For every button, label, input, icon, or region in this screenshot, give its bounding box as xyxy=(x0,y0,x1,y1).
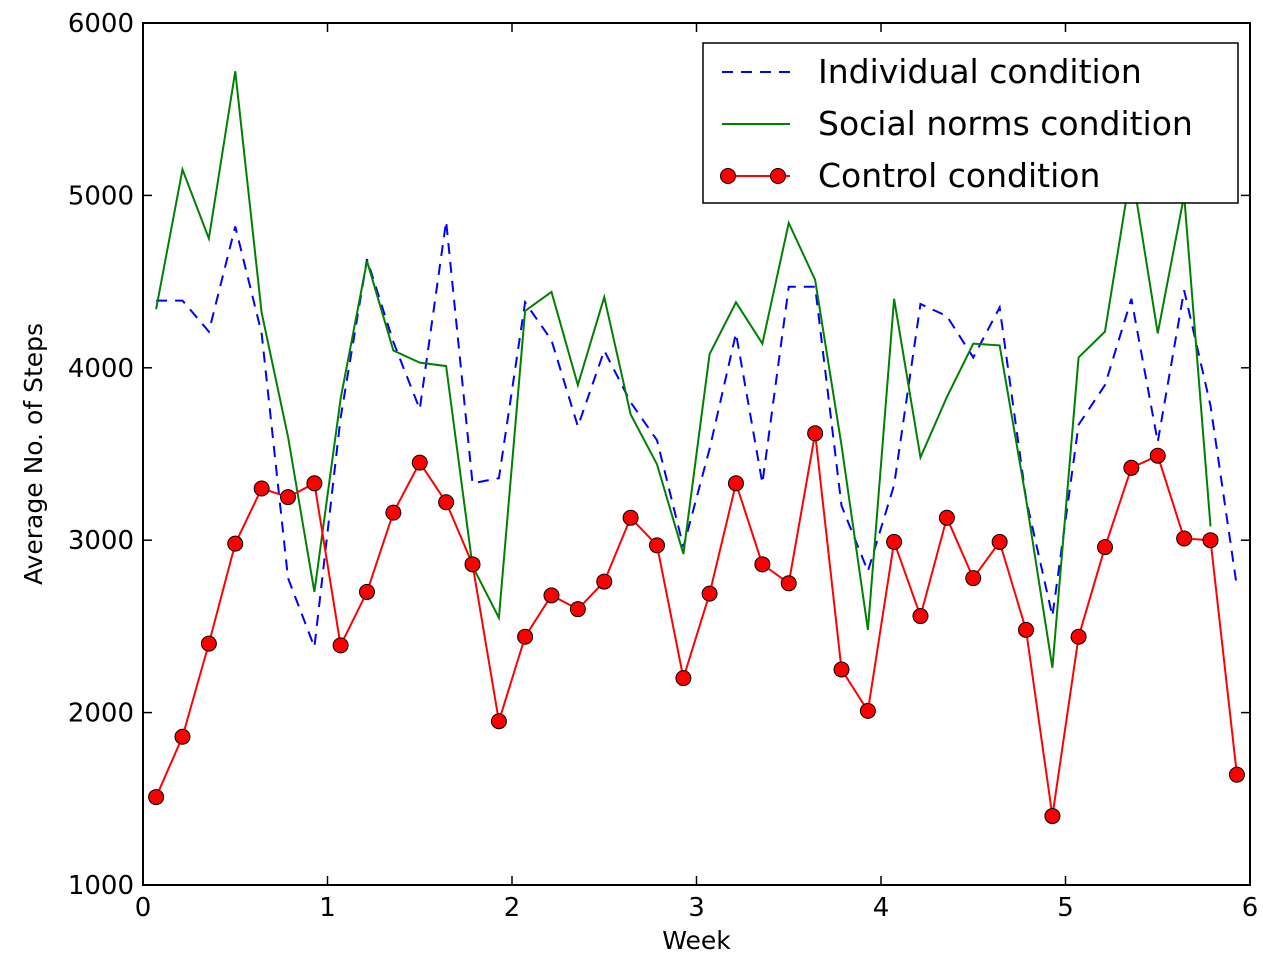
legend-label: Social norms condition xyxy=(818,104,1193,143)
data-point xyxy=(859,702,876,719)
legend-marker xyxy=(720,168,736,184)
data-point xyxy=(622,509,639,526)
legend-label: Control condition xyxy=(818,156,1100,195)
y-tick-label: 5000 xyxy=(68,181,134,211)
y-tick-label: 4000 xyxy=(68,354,134,384)
legend-box xyxy=(702,42,1239,204)
data-point xyxy=(385,504,402,521)
data-point xyxy=(411,454,428,471)
data-point xyxy=(464,556,481,573)
y-tick-label: 1000 xyxy=(68,871,134,901)
data-point xyxy=(1149,447,1166,464)
data-point xyxy=(1096,539,1113,556)
x-axis-label: Week xyxy=(662,926,731,955)
data-point xyxy=(543,587,560,604)
data-point xyxy=(991,533,1008,550)
data-point xyxy=(833,661,850,678)
data-point xyxy=(1044,808,1061,825)
data-point xyxy=(807,425,824,442)
data-point xyxy=(1070,628,1087,645)
x-tick-label: 4 xyxy=(873,893,890,923)
data-point xyxy=(490,713,507,730)
data-point xyxy=(727,475,744,492)
y-axis-label: Average No. of Steps xyxy=(19,323,48,585)
data-point xyxy=(701,585,718,602)
ticks-layer: 0 1 2 3 4 5 6 1000 2000 3000 4000 5000 6000 xyxy=(68,9,1258,923)
data-point xyxy=(280,489,297,506)
data-point xyxy=(569,601,586,618)
legend-label: Individual condition xyxy=(818,52,1142,91)
data-point xyxy=(358,583,375,600)
data-point xyxy=(1228,766,1245,783)
y-tick-label: 2000 xyxy=(68,699,134,729)
data-point xyxy=(253,480,270,497)
y-tick-label: 6000 xyxy=(68,9,134,39)
data-point xyxy=(596,573,613,590)
x-tick-label: 5 xyxy=(1057,893,1074,923)
y-tick-label: 3000 xyxy=(68,526,134,556)
data-point xyxy=(1176,530,1193,547)
data-point xyxy=(517,628,534,645)
series-line-2 xyxy=(155,71,1212,668)
series-layer xyxy=(148,71,1245,825)
data-point xyxy=(912,608,929,625)
data-point xyxy=(148,789,165,806)
legend-entry: Control condition xyxy=(720,156,1100,195)
legend-marker xyxy=(770,168,786,184)
data-point xyxy=(675,670,692,687)
data-point xyxy=(438,494,455,511)
data-point xyxy=(200,635,217,652)
data-point xyxy=(306,475,323,492)
x-tick-label: 1 xyxy=(319,893,336,923)
data-point xyxy=(1123,459,1140,476)
legend-entries: Individual condition Social norms conditi… xyxy=(720,52,1193,195)
legend: Individual condition Social norms conditi… xyxy=(702,42,1239,204)
legend-entry: Individual condition xyxy=(722,52,1142,91)
data-point xyxy=(938,509,955,526)
data-point xyxy=(332,637,349,654)
data-point xyxy=(174,728,191,745)
series-line-1 xyxy=(156,221,1238,648)
series-line-3 xyxy=(155,433,1238,817)
data-point xyxy=(649,537,666,554)
data-point xyxy=(754,556,771,573)
data-point xyxy=(1202,532,1219,549)
data-point xyxy=(1018,621,1035,638)
x-tick-label: 0 xyxy=(135,893,152,923)
x-tick-label: 3 xyxy=(688,893,705,923)
legend-entry: Social norms condition xyxy=(722,104,1193,143)
data-point xyxy=(227,535,244,552)
data-point xyxy=(780,575,797,592)
data-point xyxy=(886,533,903,550)
x-tick-label: 6 xyxy=(1242,893,1259,923)
data-point xyxy=(965,570,982,587)
x-tick-label: 2 xyxy=(504,893,521,923)
